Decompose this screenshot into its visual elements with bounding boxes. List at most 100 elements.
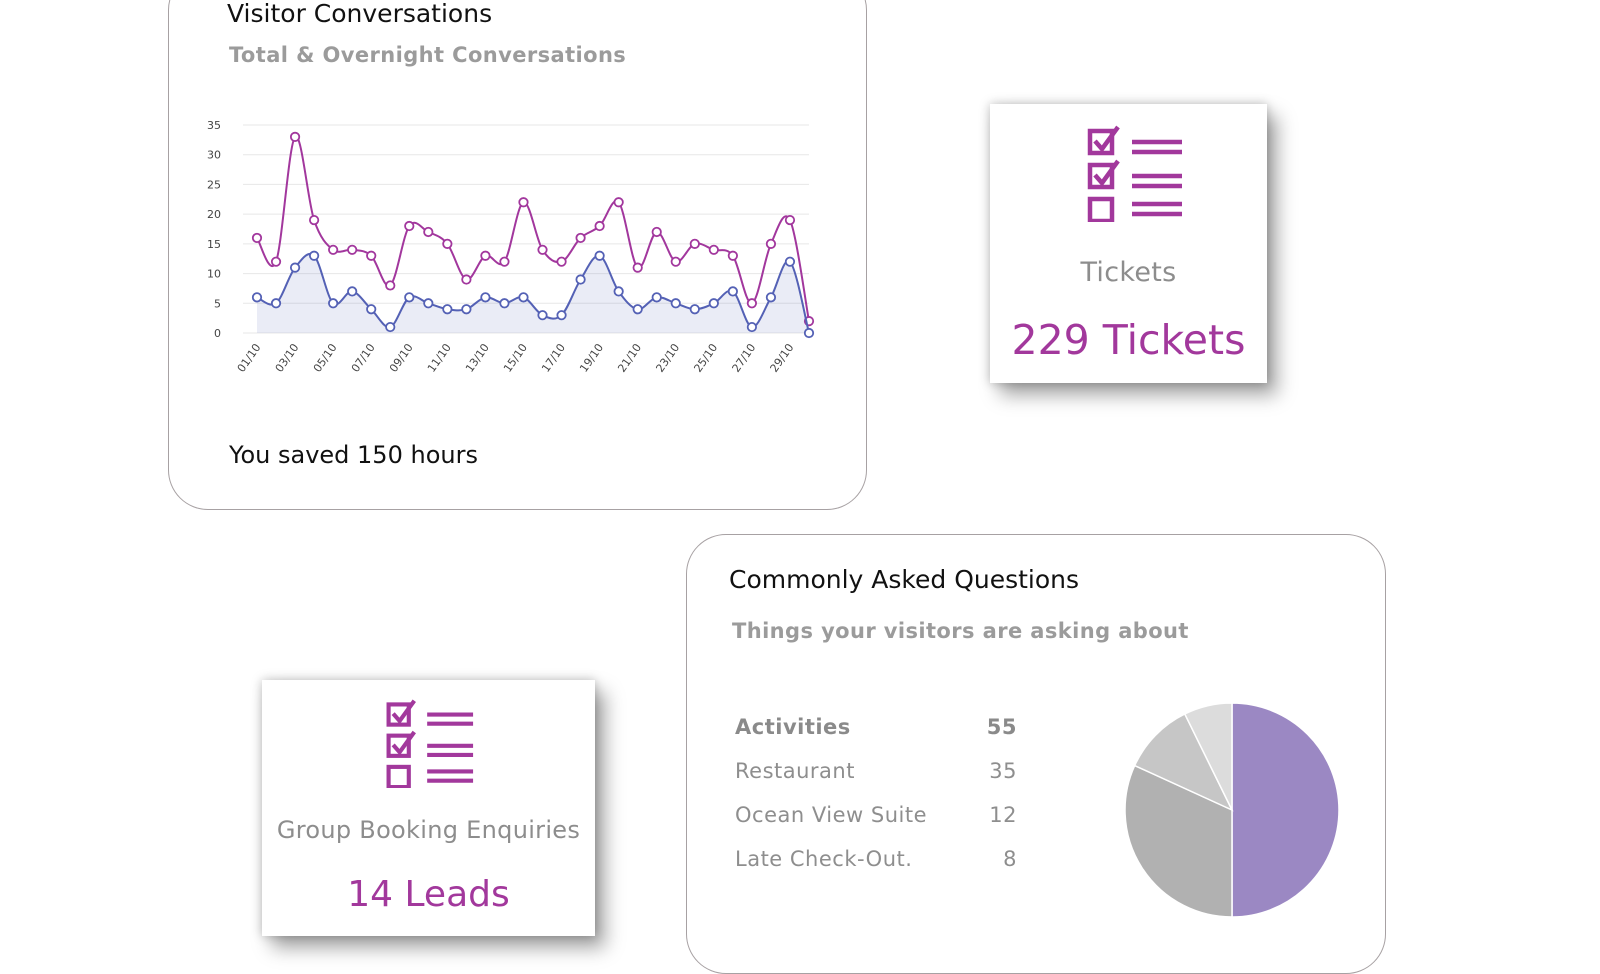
overnight-conversations-point [556,310,567,321]
overnight-conversations-point [670,298,681,309]
total-conversations-point [480,250,491,261]
x-tick-label: 25/10 [691,341,720,374]
overnight-conversations-point [803,327,815,339]
total-conversations-point [251,232,263,244]
x-tick-label: 17/10 [539,341,568,374]
total-conversations-point [347,244,358,255]
x-tick-label: 29/10 [768,341,797,374]
overnight-conversations-point [518,292,529,303]
total-conversations-point [746,298,757,309]
total-conversations-point [575,232,586,244]
total-conversations-point [385,280,396,291]
faq-label: Late Check-Out. [735,847,913,871]
overnight-conversations-point [404,292,415,303]
y-tick-label: 25 [207,178,221,191]
total-conversations-point [708,244,719,255]
tickets-tile[interactable]: Tickets 229 Tickets [990,104,1267,383]
total-conversations-point [594,220,605,232]
x-tick-label: 09/10 [387,341,416,374]
overnight-conversations-point [251,292,263,303]
x-tick-label: 27/10 [730,341,759,374]
overnight-conversations-point [689,304,700,315]
overnight-conversations-point [270,298,282,309]
hours-saved-text: You saved 150 hours [229,441,478,469]
total-conversations-point [556,256,567,267]
faq-subtitle: Things your visitors are asking about [732,619,1189,643]
total-conversations-point [366,250,377,261]
overnight-conversations-point [765,292,777,303]
overnight-conversations-point [727,286,738,297]
total-conversations-point [670,256,681,267]
y-tick-label: 0 [214,327,221,340]
total-conversations-point [727,250,738,261]
leads-count: 14 Leads [347,874,510,915]
y-tick-label: 10 [207,268,221,281]
faq-label: Ocean View Suite [735,803,927,827]
x-tick-label: 21/10 [615,341,644,374]
checklist-icon [386,699,474,788]
total-conversations-point [689,238,700,249]
total-conversations-point [289,131,301,142]
x-tick-label: 11/10 [425,341,454,374]
overnight-conversations-point [708,298,719,309]
overnight-conversations-point [499,298,510,309]
total-conversations-point [537,244,548,255]
total-conversations-point [270,256,282,267]
visitor-conversations-card: Visitor Conversations Total & Overnight … [168,0,867,510]
conversations-line-chart: 0 5 10 15 20 25 30 35 01/10 03/10 05/10 07/10 09/10 1… [207,119,815,375]
overnight-conversations-point [423,298,434,309]
checklist-icon [1087,125,1182,222]
total-conversations-point [461,274,472,285]
overnight-conversations-point [289,262,301,273]
overnight-conversations-point [366,304,377,315]
y-tick-label: 30 [207,149,221,162]
common-questions-card: Commonly Asked Questions Things your vis… [686,534,1386,974]
tickets-count: 229 Tickets [1011,316,1246,364]
total-conversations-line [256,135,810,322]
group-booking-label: Group Booking Enquiries [276,816,581,844]
x-tick-label: 19/10 [577,341,606,374]
total-conversations-point [328,244,339,255]
overnight-conversations-point [328,298,339,309]
total-conversations-point [518,197,529,208]
faq-count: 12 [989,803,1017,827]
overnight-conversations-point [347,286,358,297]
overnight-conversations-area [257,253,809,333]
y-tick-label: 5 [214,297,221,310]
y-tick-label: 35 [207,119,221,132]
x-tick-label: 15/10 [501,341,530,374]
overnight-conversations-point [613,286,624,297]
pie-slice [1183,702,1233,811]
conversations-subtitle: Total & Overnight Conversations [229,43,627,67]
faq-label: Activities [735,715,851,739]
faq-count: 8 [1003,847,1017,871]
x-tick-label: 03/10 [273,341,302,374]
overnight-conversations-point [385,321,396,333]
total-conversations-point [632,262,643,273]
total-conversations-point [442,238,453,249]
overnight-conversations-point [746,321,757,333]
faq-count: 55 [986,715,1017,739]
overnight-conversations-point [480,292,491,303]
x-tick-label: 23/10 [653,341,682,374]
conversations-title: Visitor Conversations [227,0,493,28]
total-conversations-point [499,256,510,267]
overnight-conversations-point [784,256,796,267]
total-conversations-point [765,238,777,249]
overnight-conversations-point [651,292,662,303]
pie-slice [1124,764,1233,918]
x-tick-label: 07/10 [349,341,378,374]
pie-slice [1133,712,1234,812]
overnight-conversations-point [442,304,453,315]
overnight-conversations-point [537,310,548,321]
pie-slice [1231,702,1340,918]
total-conversations-point [613,197,624,208]
group-booking-tile[interactable]: Group Booking Enquiries 14 Leads [262,680,595,936]
tickets-label: Tickets [1080,257,1177,288]
x-tick-label: 05/10 [311,341,340,374]
x-tick-label: 01/10 [235,341,264,374]
overnight-conversations-point [594,250,605,261]
x-tick-label: 13/10 [463,341,492,374]
y-tick-label: 20 [207,208,221,221]
faq-label: Restaurant [735,759,855,783]
